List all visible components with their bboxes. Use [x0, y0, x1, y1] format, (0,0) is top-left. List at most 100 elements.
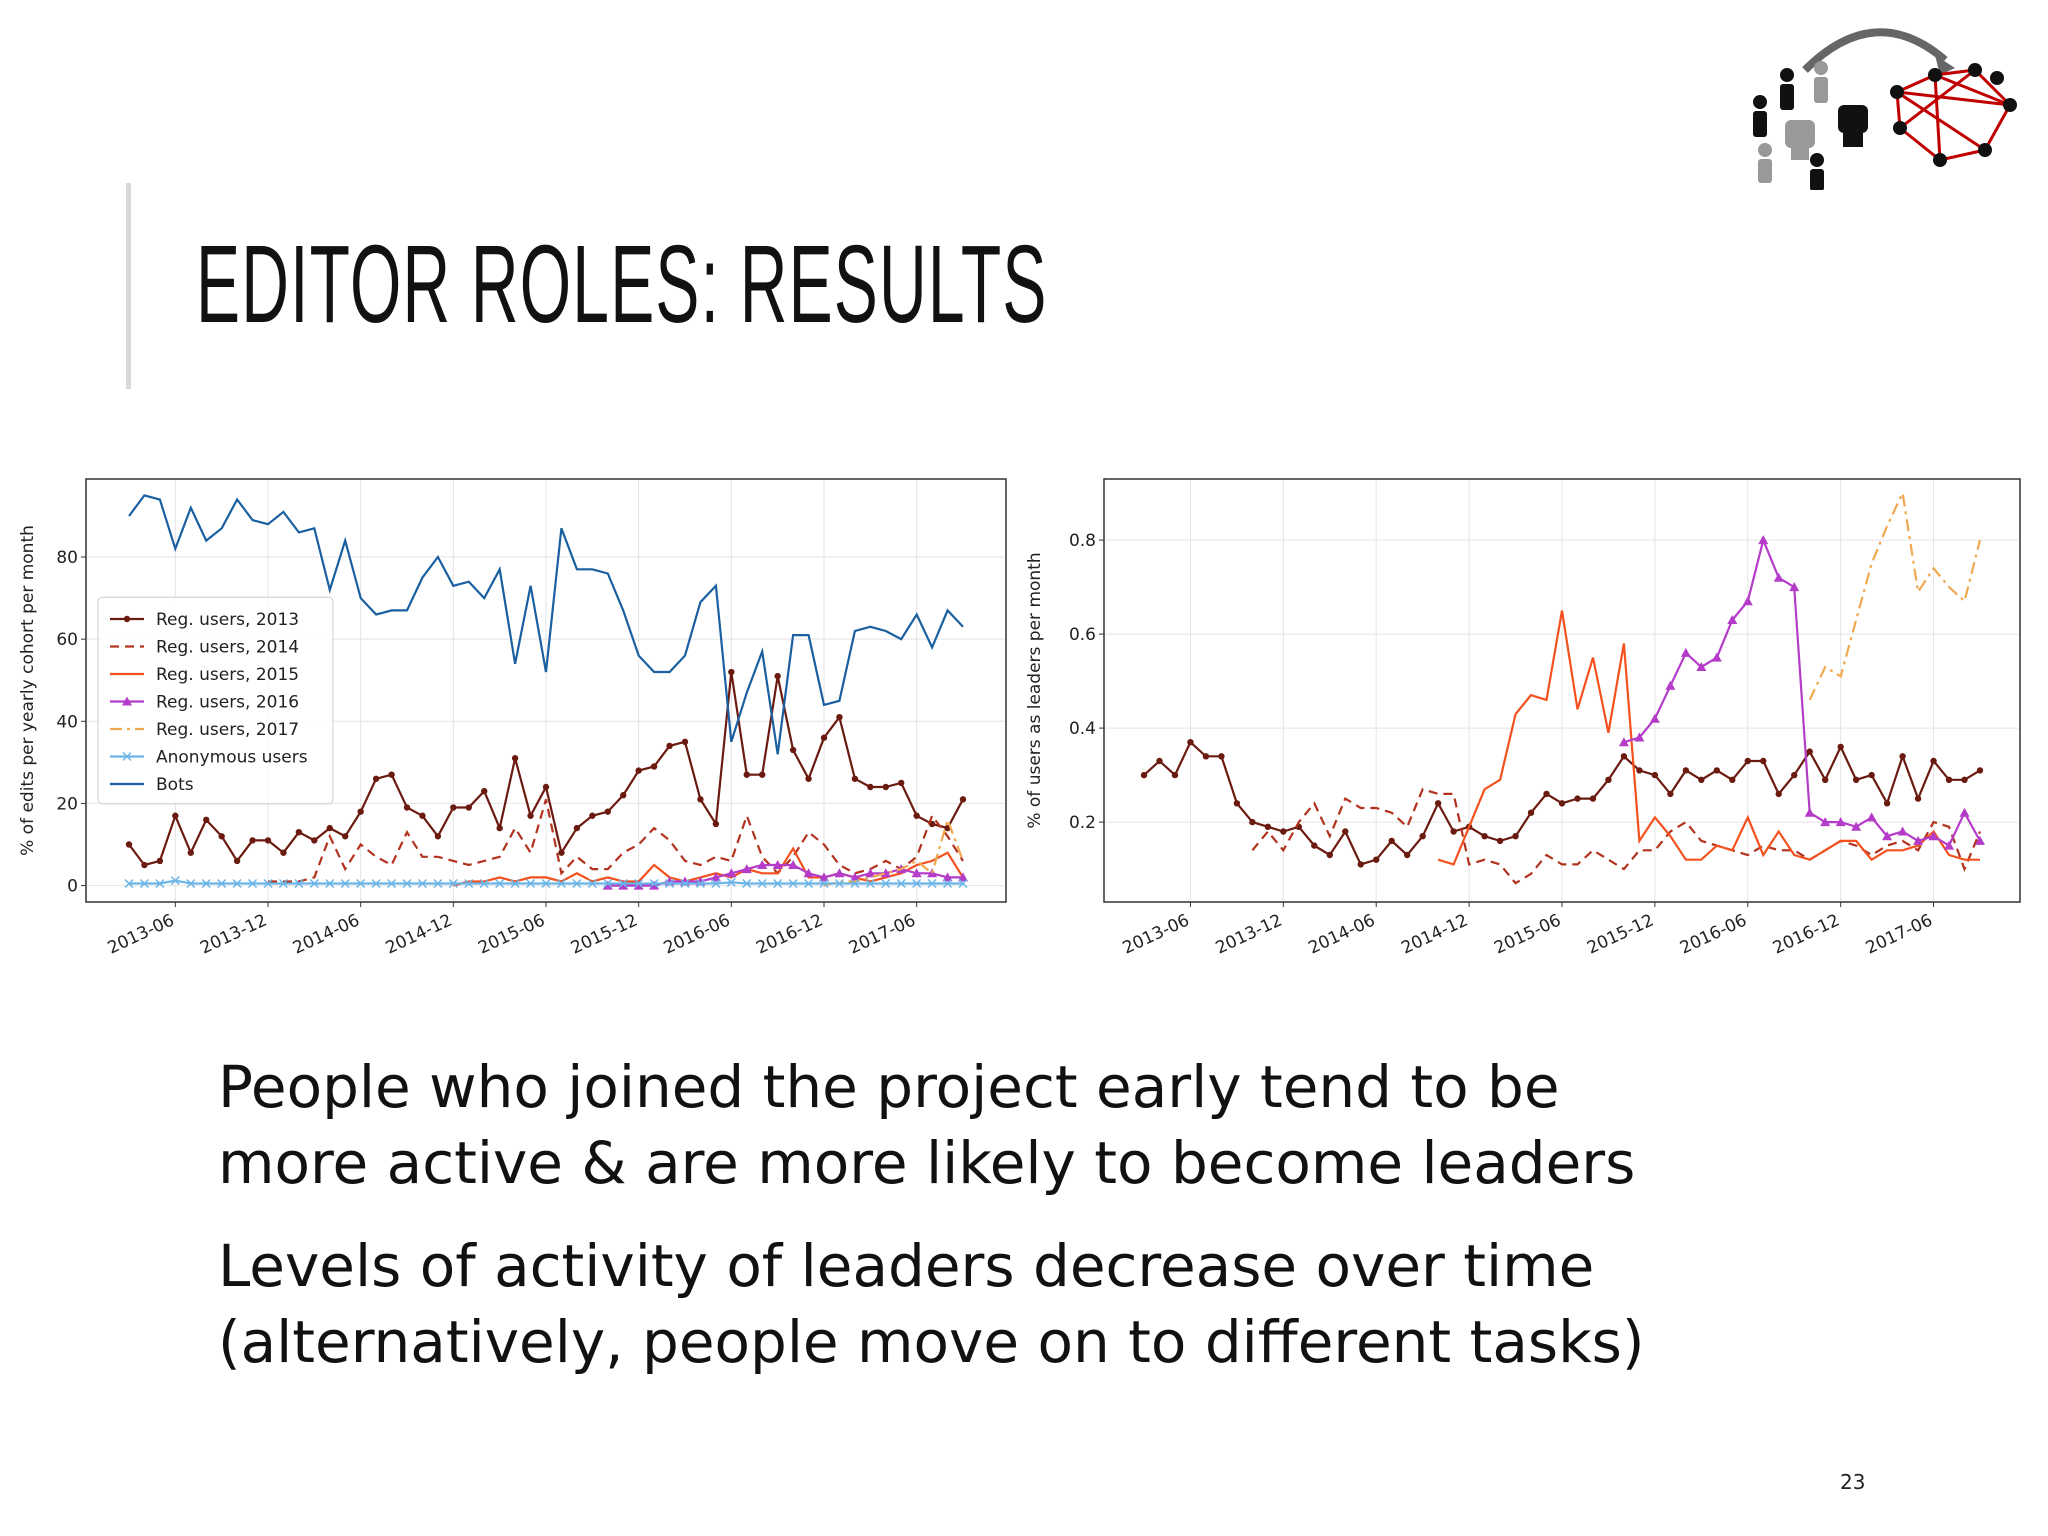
- marker: [1944, 840, 1955, 850]
- marker: [1605, 776, 1612, 783]
- marker: [865, 868, 876, 878]
- x-tick-label: 2013-06: [1120, 910, 1193, 958]
- marker: [172, 812, 179, 819]
- marker: [589, 812, 596, 819]
- marker: [820, 734, 828, 741]
- marker: [1140, 771, 1148, 779]
- legend-label: Reg. users, 2015: [156, 665, 299, 685]
- marker: [556, 878, 566, 889]
- marker: [1791, 771, 1798, 779]
- marker: [666, 742, 673, 750]
- marker: [295, 828, 303, 836]
- marker: [1357, 861, 1364, 868]
- marker: [1434, 800, 1442, 807]
- marker: [170, 876, 180, 886]
- marker: [156, 857, 164, 865]
- marker: [1512, 833, 1519, 840]
- marker: [757, 860, 768, 870]
- marker: [913, 812, 920, 819]
- marker: [325, 878, 335, 889]
- marker: [1264, 823, 1272, 830]
- marker: [726, 868, 737, 878]
- marker: [448, 878, 458, 889]
- marker: [804, 878, 814, 889]
- marker: [139, 878, 149, 889]
- marker: [340, 878, 350, 889]
- marker: [122, 696, 132, 706]
- y-tick-label: 0: [67, 877, 78, 897]
- marker: [1342, 828, 1349, 835]
- marker: [1680, 647, 1691, 657]
- marker: [789, 746, 797, 754]
- marker: [232, 878, 242, 889]
- marker: [943, 878, 953, 889]
- marker: [233, 857, 241, 865]
- marker: [680, 878, 690, 889]
- series-line: [1251, 787, 1982, 885]
- marker: [865, 878, 875, 889]
- marker: [726, 877, 736, 887]
- y-axis-label: % of users as leaders per month: [1025, 552, 1045, 828]
- marker: [1233, 800, 1241, 807]
- x-tick-label: 2013-06: [105, 910, 178, 958]
- legend-label: Reg. users, 2017: [156, 720, 299, 740]
- marker: [1758, 535, 1769, 545]
- x-tick-label: 2014-06: [290, 910, 363, 958]
- marker: [1775, 790, 1782, 798]
- marker: [342, 833, 349, 840]
- marker: [774, 672, 781, 680]
- marker: [1883, 800, 1891, 807]
- marker: [1851, 821, 1862, 831]
- marker: [896, 878, 906, 889]
- marker: [743, 771, 750, 778]
- y-tick-label: 0.4: [1069, 719, 1096, 739]
- marker: [141, 861, 148, 869]
- marker: [1913, 835, 1924, 845]
- marker: [388, 771, 395, 778]
- marker: [1589, 795, 1597, 802]
- y-tick-label: 80: [56, 548, 78, 568]
- marker: [1388, 837, 1395, 845]
- logo-people: [1753, 68, 1868, 190]
- marker: [434, 833, 442, 840]
- marker: [1696, 662, 1707, 671]
- marker: [618, 880, 629, 890]
- marker: [371, 878, 381, 889]
- series-line: [823, 816, 965, 887]
- marker: [309, 878, 319, 889]
- marker: [1481, 833, 1488, 840]
- marker: [1897, 826, 1908, 836]
- series-line: [1808, 489, 1982, 701]
- marker: [850, 878, 860, 889]
- marker: [1975, 835, 1985, 845]
- marker: [1249, 818, 1256, 826]
- marker: [805, 775, 812, 782]
- marker: [1667, 790, 1674, 798]
- marker: [122, 751, 132, 762]
- plot-border: [85, 478, 1007, 903]
- x-tick-label: 2013-12: [197, 910, 270, 958]
- marker: [881, 878, 891, 889]
- logo-gray-people: [1758, 61, 1828, 183]
- marker: [1543, 790, 1550, 798]
- marker: [620, 792, 627, 799]
- marker: [201, 878, 211, 889]
- marker: [1789, 582, 1800, 592]
- marker: [465, 804, 472, 811]
- marker: [665, 878, 675, 889]
- marker: [1727, 615, 1738, 624]
- y-axis-label: % of edits per yearly cohort per month: [18, 525, 38, 856]
- marker: [836, 713, 843, 721]
- y-tick-label: 0.6: [1069, 625, 1096, 645]
- marker: [618, 878, 628, 889]
- marker: [1806, 748, 1813, 755]
- marker: [125, 841, 133, 848]
- marker: [959, 796, 967, 803]
- marker: [1280, 828, 1287, 835]
- marker: [1311, 842, 1318, 849]
- x-tick-label: 2016-12: [753, 910, 826, 958]
- marker: [294, 878, 304, 889]
- accent-bar: [126, 183, 131, 389]
- bullet-line: Levels of activity of leaders decrease o…: [218, 1232, 1595, 1300]
- marker: [604, 808, 611, 815]
